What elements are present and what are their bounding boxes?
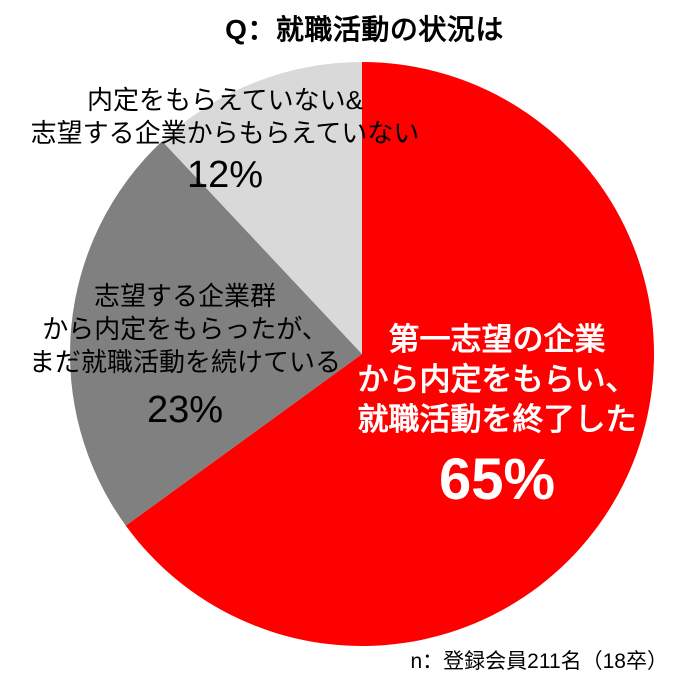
pie-slice-2 <box>162 62 362 354</box>
slice-label-line: から内定をもらい、 <box>357 362 637 397</box>
slice-percent-no-offer: 12% <box>186 154 264 196</box>
slice-label-line: 内定をもらえていない& <box>86 85 364 115</box>
slice-percent-still-hunting: 23% <box>146 389 224 431</box>
pie-slice-1 <box>70 141 362 526</box>
slice-label-text: 志望する企業群 から内定をもらったが、 まだ就職活動を続けている <box>0 280 370 379</box>
slice-label-no-offer: 内定をもらえていない& 志望する企業からもらえていない 12% <box>25 84 425 198</box>
slice-label-line: 第一志望の企業 <box>388 322 606 357</box>
pie-slice-0 <box>125 62 655 646</box>
chart-title: Q：就職活動の状況は <box>225 14 504 45</box>
slice-label-still-hunting: 志望する企業群 から内定をもらったが、 まだ就職活動を続けている 23% <box>0 280 370 433</box>
slice-label-line: から内定をもらったが、 <box>42 314 328 344</box>
slice-label-text: 第一志望の企業 から内定をもらい、 就職活動を終了した <box>337 320 657 440</box>
slice-label-line: 志望する企業群 <box>93 281 276 311</box>
slice-label-text: 内定をもらえていない& 志望する企業からもらえていない <box>25 84 425 150</box>
slice-label-finished-hunting: 第一志望の企業 から内定をもらい、 就職活動を終了した 65% <box>337 320 657 510</box>
sample-size-note: n：登録会員211名（18卒） <box>410 650 668 673</box>
slice-label-line: 志望する企業からもらえていない <box>30 118 420 148</box>
slice-label-line: まだ就職活動を続けている <box>28 347 341 377</box>
slice-label-line: 就職活動を終了した <box>357 402 637 437</box>
slice-percent-finished-hunting: 65% <box>438 447 556 512</box>
